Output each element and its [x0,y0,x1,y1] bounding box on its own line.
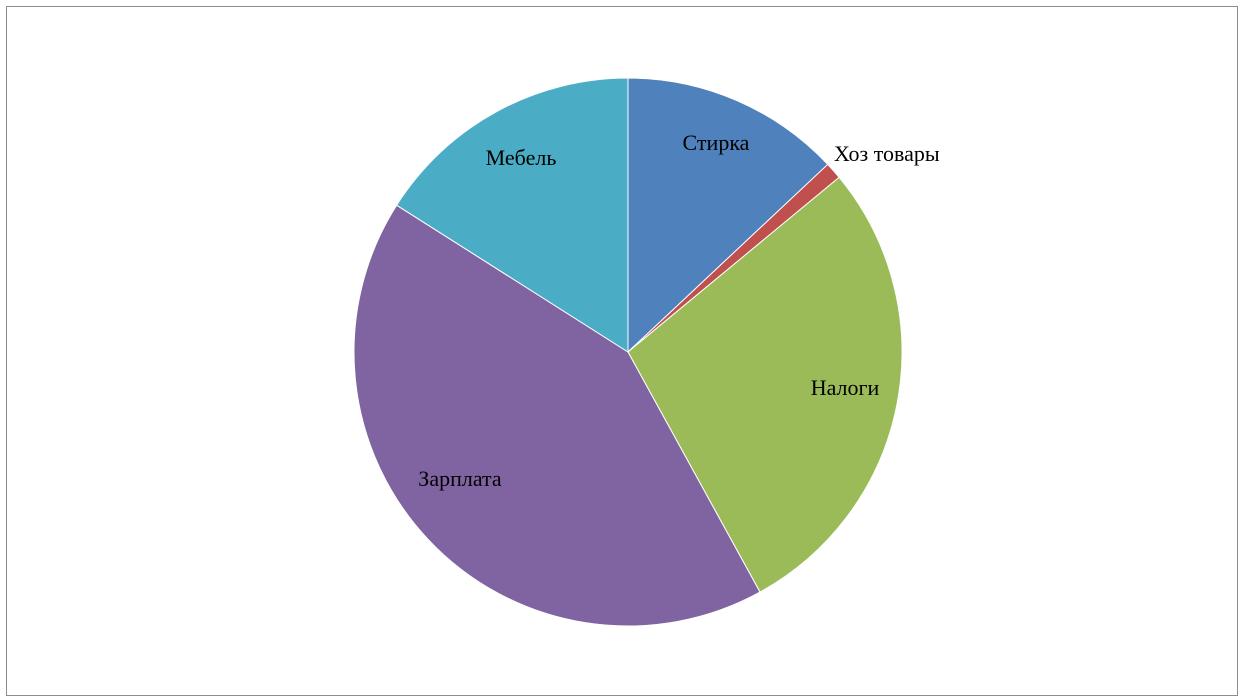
pie-slice-4 [353,204,761,627]
data-label-2: Хоз товары [834,141,940,166]
pie-slice-5 [395,77,629,353]
pie-slice-1 [627,77,829,354]
pie-data-labels: Стирка Хоз товары Налоги Зарплата Мебель [418,130,940,491]
data-label-1: Стирка [683,130,750,155]
pie-slice-3 [627,176,903,593]
data-label-5: Мебель [486,145,557,170]
data-label-3: Налоги [811,375,880,400]
pie-slices [353,77,903,627]
data-label-4: Зарплата [418,466,502,491]
